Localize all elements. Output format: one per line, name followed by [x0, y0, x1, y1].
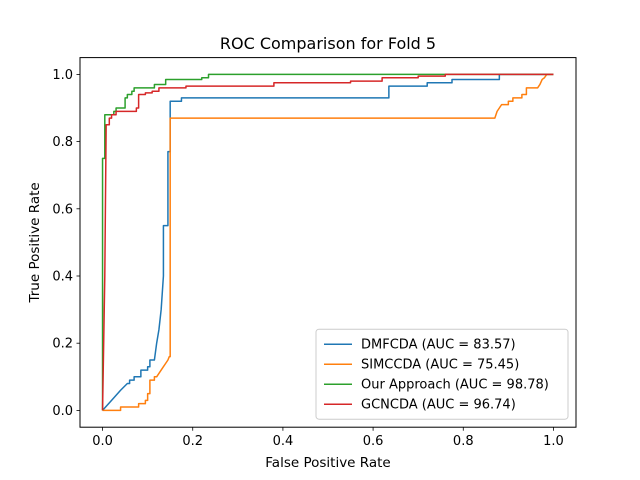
- legend-label: DMFCDA (AUC = 83.57): [361, 338, 516, 353]
- legend: DMFCDA (AUC = 83.57) SIMCCDA (AUC = 75.45…: [315, 328, 569, 420]
- series-line-1: [101, 73, 554, 411]
- x-tick-label: 0.4: [273, 434, 294, 449]
- y-tick-label: 0.8: [52, 135, 73, 150]
- x-axis-label: False Positive Rate: [265, 455, 390, 471]
- chart-title: ROC Comparison for Fold 5: [220, 34, 436, 53]
- legend-label: Our Approach (AUC = 98.78): [361, 378, 549, 393]
- plot-frame: [79, 57, 577, 428]
- y-tick-label: 0.2: [52, 337, 73, 352]
- x-tick-label: 0.8: [453, 434, 474, 449]
- y-axis-label: True Positive Rate: [27, 182, 43, 303]
- x-tick-label: 0.2: [182, 434, 203, 449]
- legend-label: GCNCDA (AUC = 96.74): [361, 398, 516, 413]
- y-tick-label: 0.6: [52, 202, 73, 217]
- x-tick-label: 1.0: [543, 434, 564, 449]
- series-line-4: [101, 73, 554, 411]
- x-tick-label: 0.0: [92, 434, 113, 449]
- legend-box: [315, 328, 569, 420]
- series-layer: [101, 73, 554, 412]
- legend-label: SIMCCDA (AUC = 75.45): [361, 358, 519, 373]
- series-line-2: [102, 73, 554, 412]
- x-tick-label: 0.6: [363, 434, 384, 449]
- ticks-layer: 0.0 0.2 0.4 0.6 0.8 1.0 0.0 0.2 0.4 0.6 0.8 1.0: [52, 68, 563, 449]
- y-tick-label: 0.4: [52, 270, 73, 285]
- y-tick-label: 1.0: [52, 68, 73, 83]
- y-tick-label: 0.0: [52, 404, 73, 419]
